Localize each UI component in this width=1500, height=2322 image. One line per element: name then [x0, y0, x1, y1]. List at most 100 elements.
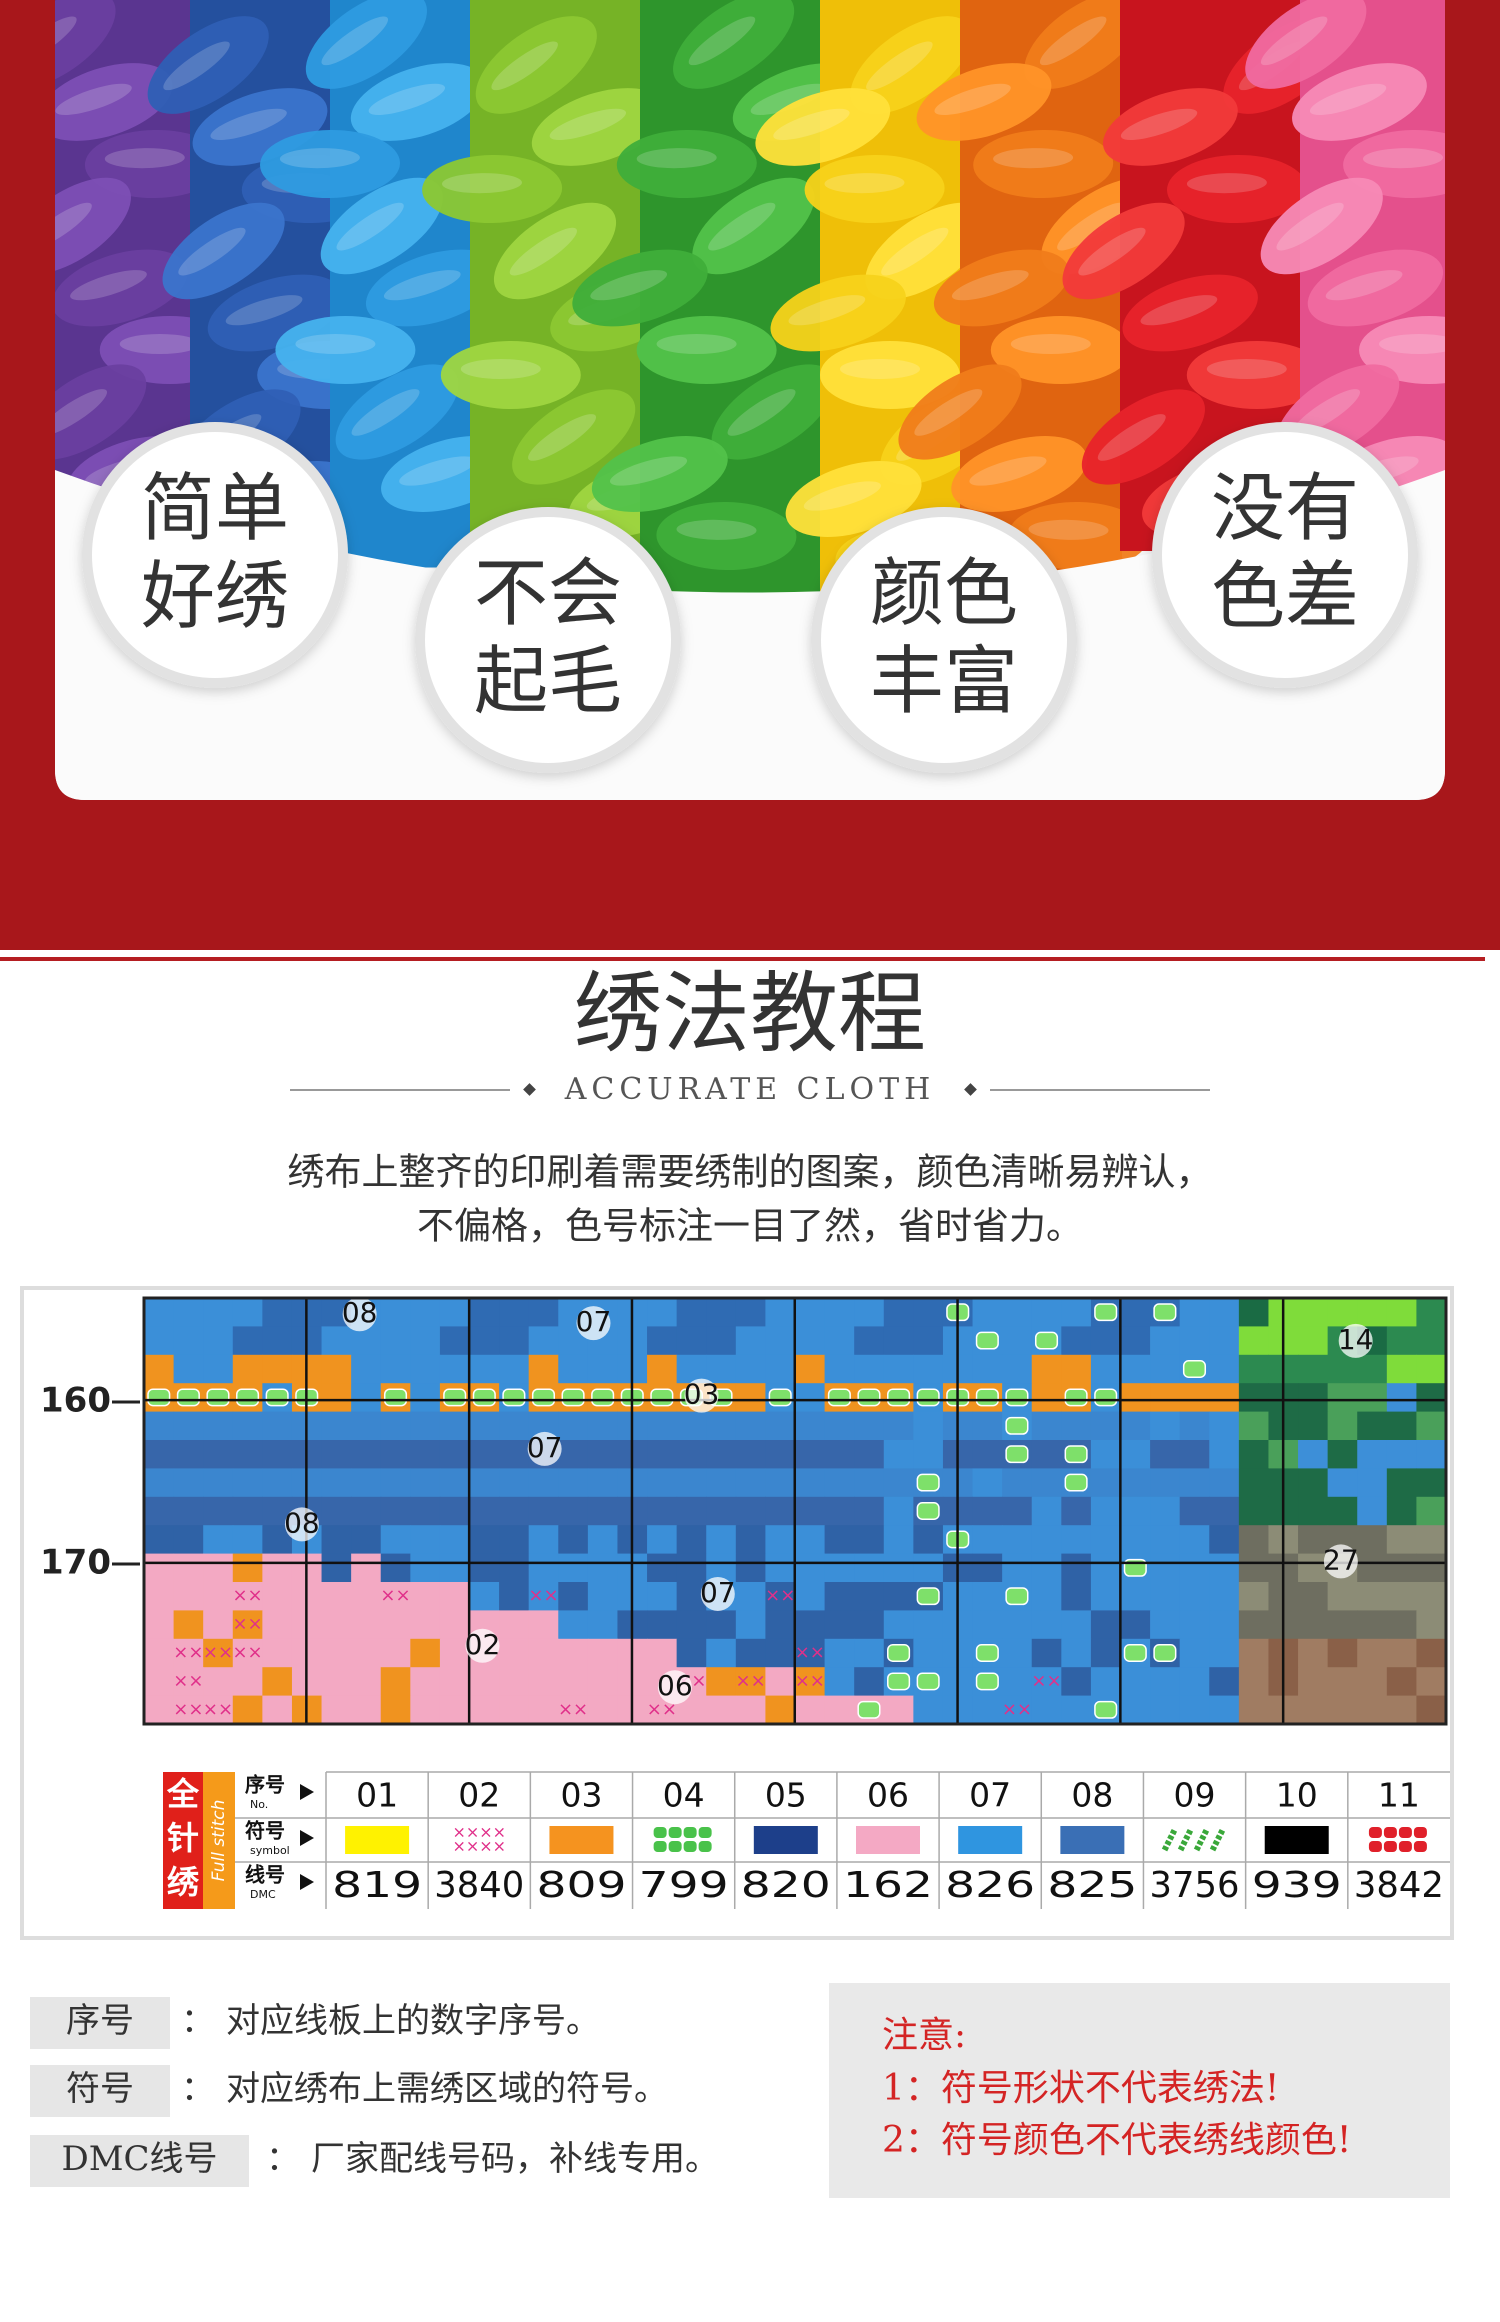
pattern-cell [173, 1440, 204, 1469]
pattern-cell [351, 1610, 382, 1640]
pattern-cell [1120, 1326, 1151, 1356]
legend-table: 160170全针绣全针绣Full stitch序号No.符号symbol线号DM… [40, 1381, 1450, 1909]
pattern-cell [469, 1354, 500, 1384]
stitch-symbol [887, 1388, 911, 1407]
pattern-cell [1002, 1298, 1033, 1327]
pattern-cell [1031, 1298, 1062, 1327]
pattern-cell [1120, 1695, 1151, 1724]
yarn-skein [305, 0, 427, 89]
section-subtitle: ACCURATE CLOTH [564, 1072, 936, 1107]
legend-number: 08 [1071, 1776, 1113, 1815]
pattern-cell [528, 1326, 559, 1356]
subtitle-diamond [964, 1083, 977, 1096]
pattern-cell [706, 1610, 737, 1640]
pattern-cell [351, 1326, 382, 1356]
badge-text: 简单 [141, 466, 289, 552]
yarn-highlight [969, 456, 1047, 486]
pattern-cell [1120, 1383, 1151, 1413]
stitch-symbol [916, 1672, 940, 1691]
pattern-cell [380, 1468, 411, 1498]
yarn-highlight [399, 456, 477, 486]
yarn-highlight [1276, 202, 1344, 251]
legend-dmc: 826 [945, 1865, 1035, 1906]
warning-line: 1：符号形状不代表绣法! [882, 2068, 1279, 2109]
pattern-cell [203, 1411, 234, 1441]
pattern-cell [1120, 1298, 1151, 1327]
legend-symbol [698, 1841, 712, 1852]
pattern-cell [1150, 1525, 1181, 1555]
pattern-cell [321, 1695, 352, 1724]
pattern-cell [1002, 1610, 1033, 1640]
pattern-cell [1031, 1553, 1062, 1583]
yarn-skein [512, 389, 636, 485]
pattern-cell [528, 1582, 559, 1611]
yarn-highlight [708, 202, 776, 251]
pattern-cell [854, 1468, 885, 1498]
pattern-cell [528, 1610, 559, 1640]
pattern-cell [321, 1525, 352, 1555]
yarn-highlight [1078, 227, 1146, 276]
pattern-cell [203, 1667, 234, 1697]
pattern-cell [321, 1496, 352, 1526]
yarn-highlight [951, 270, 1029, 301]
region-label: 07 [527, 1431, 563, 1464]
yarn-highlight [528, 414, 597, 461]
legend-symbol [1264, 1826, 1329, 1854]
region-label: 02 [465, 1628, 501, 1661]
legend-symbol [549, 1826, 614, 1854]
stitch-name: 针 [167, 1819, 199, 1857]
yarn-highlight [351, 389, 420, 436]
pattern-cell [1357, 1695, 1388, 1724]
pattern-cell [913, 1553, 944, 1583]
pattern-cell [321, 1326, 352, 1356]
pattern-cell [795, 1440, 826, 1469]
stitch-symbol: ×× [232, 1642, 262, 1663]
pattern-cell [144, 1667, 175, 1697]
pattern-cell [795, 1695, 826, 1724]
pattern-cell [439, 1667, 470, 1697]
pattern-cell [203, 1582, 234, 1611]
pattern-cell [144, 1354, 175, 1384]
legend-dmc: 3756 [1150, 1865, 1240, 1906]
pattern-cell [913, 1610, 944, 1640]
pattern-cell [1298, 1440, 1329, 1469]
pattern-cell [1150, 1326, 1181, 1356]
yarn-highlight [1379, 334, 1445, 354]
yarn-skein [804, 154, 945, 224]
pattern-cell [1416, 1610, 1446, 1640]
pattern-cell [499, 1667, 530, 1697]
yarn-skein [1024, 0, 1146, 89]
pattern-cell [972, 1553, 1003, 1583]
pattern-cell [854, 1496, 885, 1526]
pattern-cell [499, 1298, 530, 1327]
pattern-cell [1416, 1354, 1446, 1384]
pattern-cell [1031, 1383, 1062, 1413]
pattern-cell [203, 1326, 234, 1356]
legend-number: 02 [458, 1776, 500, 1815]
pattern-cell [735, 1496, 766, 1526]
pattern-cell [144, 1326, 175, 1356]
pattern-cell [1386, 1525, 1417, 1555]
pattern-cell [795, 1667, 826, 1697]
stitch-name-en: Full stitch [209, 1800, 229, 1882]
pattern-cell [972, 1525, 1003, 1555]
yarn-skein [692, 177, 815, 275]
yarn-highlight [1309, 83, 1387, 115]
pattern-cell [1179, 1582, 1210, 1611]
legend-symbol [1413, 1827, 1427, 1838]
pattern-cell [883, 1411, 914, 1441]
stitch-symbol [916, 1388, 940, 1407]
note-sep: ： [181, 2001, 215, 2041]
yarn-highlight [321, 16, 389, 66]
pattern-cell [262, 1440, 293, 1469]
pattern-cell [676, 1553, 707, 1583]
pattern-cell [558, 1667, 589, 1697]
yarn-skein [850, 16, 972, 114]
badge-text: 不会 [474, 551, 622, 637]
note-term-box [30, 2065, 170, 2117]
badge-circle [1152, 422, 1418, 688]
pattern-cell [469, 1468, 500, 1498]
yarn-highlight [279, 148, 360, 169]
stitch-symbol: ×× [232, 1585, 262, 1606]
